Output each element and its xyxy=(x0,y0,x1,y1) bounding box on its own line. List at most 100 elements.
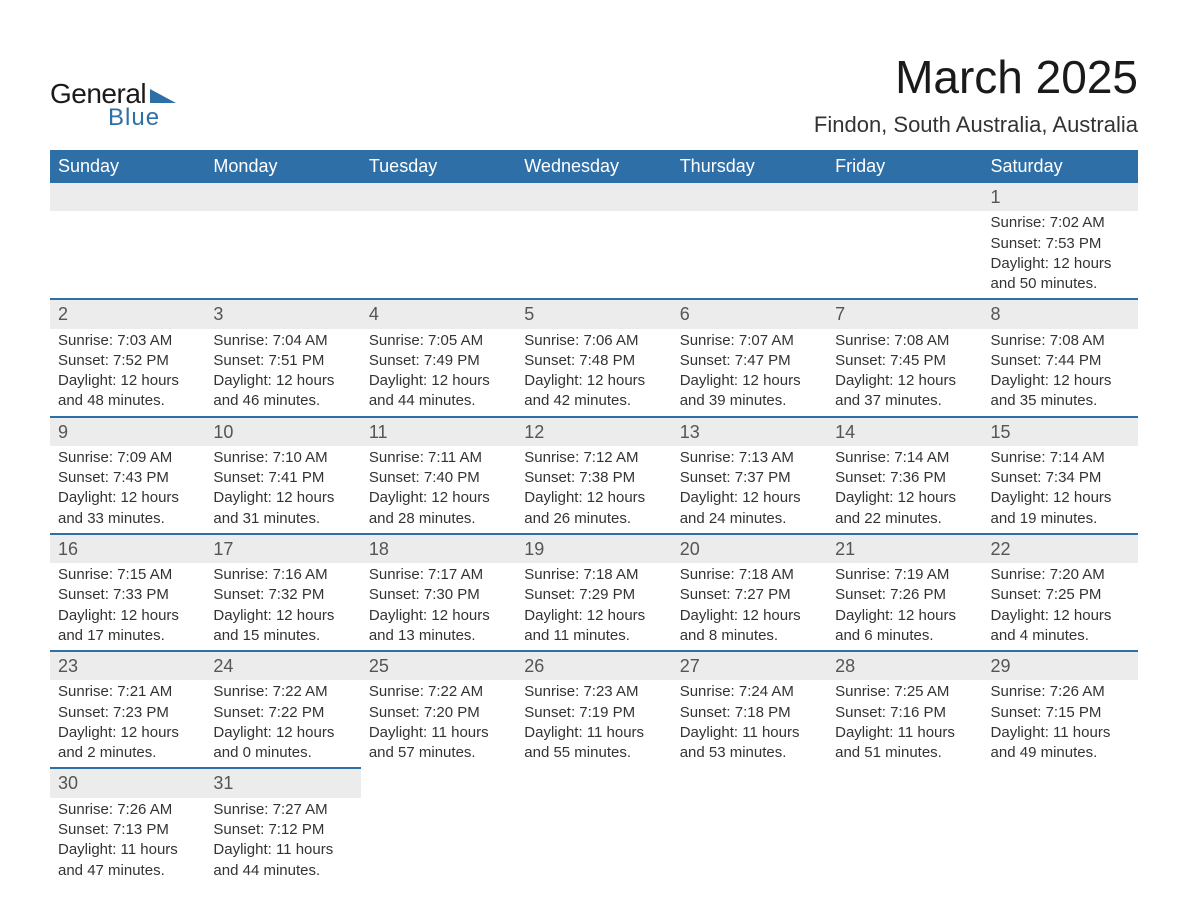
day-number: 25 xyxy=(361,652,516,680)
calendar-day-cell: 27Sunrise: 7:24 AMSunset: 7:18 PMDayligh… xyxy=(672,651,827,768)
day-content: Sunrise: 7:22 AMSunset: 7:20 PMDaylight:… xyxy=(361,680,516,767)
sunrise-text: Sunrise: 7:04 AM xyxy=(213,331,352,351)
sunset-text: Sunset: 7:32 PM xyxy=(213,585,352,605)
sunset-text: Sunset: 7:19 PM xyxy=(524,703,663,723)
day-number: 4 xyxy=(361,300,516,328)
sunset-text: Sunset: 7:48 PM xyxy=(524,351,663,371)
sunrise-text: Sunrise: 7:19 AM xyxy=(835,565,974,585)
sunset-text: Sunset: 7:26 PM xyxy=(835,585,974,605)
day-content: Sunrise: 7:14 AMSunset: 7:36 PMDaylight:… xyxy=(827,446,982,533)
day-number xyxy=(205,183,360,211)
sunset-text: Sunset: 7:38 PM xyxy=(524,468,663,488)
day-number xyxy=(516,183,671,211)
day-content: Sunrise: 7:03 AMSunset: 7:52 PMDaylight:… xyxy=(50,329,205,416)
day-content: Sunrise: 7:26 AMSunset: 7:15 PMDaylight:… xyxy=(983,680,1138,767)
day-number xyxy=(983,768,1138,796)
sunset-text: Sunset: 7:20 PM xyxy=(369,703,508,723)
day-number: 19 xyxy=(516,535,671,563)
calendar-day-cell xyxy=(50,183,205,299)
daylight-text: Daylight: 12 hours and 22 minutes. xyxy=(835,488,974,529)
sunrise-text: Sunrise: 7:21 AM xyxy=(58,682,197,702)
sunset-text: Sunset: 7:49 PM xyxy=(369,351,508,371)
day-content xyxy=(672,797,827,873)
sunrise-text: Sunrise: 7:16 AM xyxy=(213,565,352,585)
day-content: Sunrise: 7:18 AMSunset: 7:29 PMDaylight:… xyxy=(516,563,671,650)
calendar-day-cell xyxy=(516,183,671,299)
calendar-table: Sunday Monday Tuesday Wednesday Thursday… xyxy=(50,150,1138,885)
calendar-day-cell: 6Sunrise: 7:07 AMSunset: 7:47 PMDaylight… xyxy=(672,299,827,416)
day-content: Sunrise: 7:14 AMSunset: 7:34 PMDaylight:… xyxy=(983,446,1138,533)
sunset-text: Sunset: 7:44 PM xyxy=(991,351,1130,371)
daylight-text: Daylight: 12 hours and 31 minutes. xyxy=(213,488,352,529)
day-content xyxy=(983,797,1138,873)
calendar-day-cell: 9Sunrise: 7:09 AMSunset: 7:43 PMDaylight… xyxy=(50,417,205,534)
day-number: 27 xyxy=(672,652,827,680)
calendar-day-cell: 21Sunrise: 7:19 AMSunset: 7:26 PMDayligh… xyxy=(827,534,982,651)
calendar-day-cell: 1Sunrise: 7:02 AMSunset: 7:53 PMDaylight… xyxy=(983,183,1138,299)
calendar-week-row: 23Sunrise: 7:21 AMSunset: 7:23 PMDayligh… xyxy=(50,651,1138,768)
logo-text-blue: Blue xyxy=(108,104,160,132)
daylight-text: Daylight: 12 hours and 17 minutes. xyxy=(58,606,197,647)
sunset-text: Sunset: 7:41 PM xyxy=(213,468,352,488)
day-number: 29 xyxy=(983,652,1138,680)
daylight-text: Daylight: 11 hours and 57 minutes. xyxy=(369,723,508,764)
daylight-text: Daylight: 12 hours and 37 minutes. xyxy=(835,371,974,412)
logo: General Blue xyxy=(50,50,176,132)
month-title: March 2025 xyxy=(814,50,1138,104)
calendar-day-cell: 15Sunrise: 7:14 AMSunset: 7:34 PMDayligh… xyxy=(983,417,1138,534)
sunrise-text: Sunrise: 7:11 AM xyxy=(369,448,508,468)
day-number: 10 xyxy=(205,418,360,446)
calendar-day-cell xyxy=(827,183,982,299)
sunset-text: Sunset: 7:30 PM xyxy=(369,585,508,605)
sunrise-text: Sunrise: 7:15 AM xyxy=(58,565,197,585)
day-content xyxy=(205,211,360,287)
sunrise-text: Sunrise: 7:09 AM xyxy=(58,448,197,468)
calendar-day-cell xyxy=(516,768,671,884)
calendar-day-cell: 3Sunrise: 7:04 AMSunset: 7:51 PMDaylight… xyxy=(205,299,360,416)
day-content: Sunrise: 7:05 AMSunset: 7:49 PMDaylight:… xyxy=(361,329,516,416)
day-content: Sunrise: 7:16 AMSunset: 7:32 PMDaylight:… xyxy=(205,563,360,650)
day-content: Sunrise: 7:09 AMSunset: 7:43 PMDaylight:… xyxy=(50,446,205,533)
day-content: Sunrise: 7:13 AMSunset: 7:37 PMDaylight:… xyxy=(672,446,827,533)
sunset-text: Sunset: 7:23 PM xyxy=(58,703,197,723)
day-content: Sunrise: 7:10 AMSunset: 7:41 PMDaylight:… xyxy=(205,446,360,533)
day-header: Saturday xyxy=(983,150,1138,183)
calendar-day-cell: 16Sunrise: 7:15 AMSunset: 7:33 PMDayligh… xyxy=(50,534,205,651)
sunrise-text: Sunrise: 7:22 AM xyxy=(213,682,352,702)
daylight-text: Daylight: 12 hours and 35 minutes. xyxy=(991,371,1130,412)
sunrise-text: Sunrise: 7:08 AM xyxy=(835,331,974,351)
daylight-text: Daylight: 12 hours and 26 minutes. xyxy=(524,488,663,529)
sunrise-text: Sunrise: 7:26 AM xyxy=(991,682,1130,702)
day-number: 20 xyxy=(672,535,827,563)
day-number: 12 xyxy=(516,418,671,446)
day-content xyxy=(361,797,516,873)
calendar-day-cell: 12Sunrise: 7:12 AMSunset: 7:38 PMDayligh… xyxy=(516,417,671,534)
calendar-day-cell: 2Sunrise: 7:03 AMSunset: 7:52 PMDaylight… xyxy=(50,299,205,416)
daylight-text: Daylight: 12 hours and 0 minutes. xyxy=(213,723,352,764)
daylight-text: Daylight: 12 hours and 13 minutes. xyxy=(369,606,508,647)
sunrise-text: Sunrise: 7:24 AM xyxy=(680,682,819,702)
sunset-text: Sunset: 7:51 PM xyxy=(213,351,352,371)
calendar-day-cell: 19Sunrise: 7:18 AMSunset: 7:29 PMDayligh… xyxy=(516,534,671,651)
calendar-week-row: 16Sunrise: 7:15 AMSunset: 7:33 PMDayligh… xyxy=(50,534,1138,651)
day-number: 28 xyxy=(827,652,982,680)
sunrise-text: Sunrise: 7:12 AM xyxy=(524,448,663,468)
day-number xyxy=(50,183,205,211)
sunrise-text: Sunrise: 7:06 AM xyxy=(524,331,663,351)
day-content xyxy=(361,211,516,287)
calendar-week-row: 1Sunrise: 7:02 AMSunset: 7:53 PMDaylight… xyxy=(50,183,1138,299)
daylight-text: Daylight: 12 hours and 48 minutes. xyxy=(58,371,197,412)
day-number: 15 xyxy=(983,418,1138,446)
sunrise-text: Sunrise: 7:05 AM xyxy=(369,331,508,351)
day-header: Monday xyxy=(205,150,360,183)
daylight-text: Daylight: 11 hours and 49 minutes. xyxy=(991,723,1130,764)
day-number: 7 xyxy=(827,300,982,328)
calendar-day-cell: 17Sunrise: 7:16 AMSunset: 7:32 PMDayligh… xyxy=(205,534,360,651)
day-number: 16 xyxy=(50,535,205,563)
sunrise-text: Sunrise: 7:07 AM xyxy=(680,331,819,351)
day-content: Sunrise: 7:12 AMSunset: 7:38 PMDaylight:… xyxy=(516,446,671,533)
daylight-text: Daylight: 12 hours and 2 minutes. xyxy=(58,723,197,764)
sunset-text: Sunset: 7:34 PM xyxy=(991,468,1130,488)
day-content: Sunrise: 7:02 AMSunset: 7:53 PMDaylight:… xyxy=(983,211,1138,298)
sunset-text: Sunset: 7:40 PM xyxy=(369,468,508,488)
